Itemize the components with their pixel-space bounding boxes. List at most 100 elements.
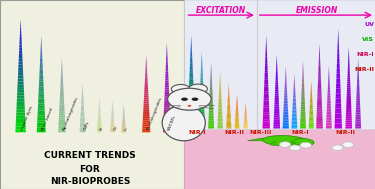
Polygon shape — [292, 107, 296, 108]
Polygon shape — [15, 127, 26, 129]
Polygon shape — [201, 65, 202, 67]
Polygon shape — [300, 120, 306, 122]
Polygon shape — [17, 96, 24, 98]
Polygon shape — [264, 101, 269, 103]
Polygon shape — [217, 123, 223, 124]
Polygon shape — [208, 125, 214, 127]
Polygon shape — [275, 84, 278, 86]
Polygon shape — [263, 108, 269, 110]
Polygon shape — [265, 64, 267, 66]
Polygon shape — [338, 34, 339, 36]
Polygon shape — [266, 54, 267, 57]
Polygon shape — [60, 86, 63, 88]
Polygon shape — [210, 94, 213, 96]
Polygon shape — [228, 90, 229, 91]
Polygon shape — [302, 86, 304, 88]
Polygon shape — [146, 69, 147, 71]
Polygon shape — [146, 65, 147, 67]
Polygon shape — [285, 77, 286, 79]
Text: NIR-I: NIR-I — [291, 130, 309, 135]
Polygon shape — [317, 107, 322, 109]
Polygon shape — [218, 110, 222, 112]
Polygon shape — [143, 111, 149, 113]
Polygon shape — [228, 104, 230, 105]
Polygon shape — [328, 69, 329, 71]
Polygon shape — [200, 86, 203, 88]
Polygon shape — [294, 89, 295, 90]
Polygon shape — [61, 69, 63, 71]
Polygon shape — [201, 61, 202, 63]
Polygon shape — [97, 126, 102, 127]
Polygon shape — [188, 105, 195, 108]
Polygon shape — [326, 127, 332, 129]
Polygon shape — [275, 90, 278, 92]
Polygon shape — [144, 103, 149, 105]
Polygon shape — [40, 65, 43, 67]
Polygon shape — [201, 74, 203, 77]
Polygon shape — [210, 89, 212, 91]
Polygon shape — [235, 119, 239, 120]
Polygon shape — [309, 127, 314, 129]
Polygon shape — [318, 90, 321, 92]
Polygon shape — [276, 59, 277, 60]
Polygon shape — [266, 47, 267, 50]
Polygon shape — [283, 121, 289, 122]
Polygon shape — [163, 125, 171, 128]
Polygon shape — [226, 123, 231, 124]
Polygon shape — [292, 108, 296, 109]
Polygon shape — [236, 110, 238, 111]
Polygon shape — [59, 108, 64, 110]
Polygon shape — [60, 99, 64, 101]
Polygon shape — [200, 96, 204, 98]
Polygon shape — [263, 112, 269, 115]
Polygon shape — [311, 89, 312, 90]
Polygon shape — [244, 117, 247, 118]
Polygon shape — [284, 96, 287, 97]
Polygon shape — [302, 93, 304, 94]
Polygon shape — [190, 59, 192, 61]
Polygon shape — [37, 127, 46, 130]
Polygon shape — [164, 103, 170, 105]
Polygon shape — [236, 109, 238, 110]
Polygon shape — [59, 115, 65, 117]
Polygon shape — [310, 101, 312, 102]
Polygon shape — [316, 116, 322, 118]
Polygon shape — [317, 101, 322, 103]
Polygon shape — [284, 101, 288, 102]
Polygon shape — [337, 64, 340, 66]
Polygon shape — [328, 86, 330, 88]
Polygon shape — [16, 118, 26, 121]
Polygon shape — [111, 116, 114, 117]
Polygon shape — [81, 101, 84, 102]
Polygon shape — [16, 121, 26, 124]
Polygon shape — [211, 69, 212, 71]
Polygon shape — [319, 58, 320, 60]
Polygon shape — [274, 117, 280, 119]
Polygon shape — [336, 84, 340, 86]
Polygon shape — [97, 128, 102, 129]
Polygon shape — [327, 115, 331, 116]
Polygon shape — [210, 91, 213, 92]
Polygon shape — [244, 114, 247, 115]
Polygon shape — [98, 125, 101, 126]
Polygon shape — [38, 111, 45, 113]
Polygon shape — [300, 123, 306, 125]
Polygon shape — [263, 119, 270, 122]
Polygon shape — [189, 80, 194, 82]
Polygon shape — [218, 104, 222, 106]
Polygon shape — [98, 110, 100, 111]
Polygon shape — [217, 127, 223, 129]
Polygon shape — [328, 91, 330, 93]
Polygon shape — [210, 96, 213, 97]
Polygon shape — [98, 122, 101, 123]
Polygon shape — [122, 127, 126, 128]
Polygon shape — [337, 66, 340, 69]
Polygon shape — [347, 80, 350, 82]
Polygon shape — [164, 105, 170, 108]
Ellipse shape — [294, 139, 314, 146]
Polygon shape — [348, 63, 350, 65]
Polygon shape — [123, 108, 124, 109]
Polygon shape — [309, 111, 313, 112]
Polygon shape — [310, 107, 313, 108]
Polygon shape — [292, 119, 297, 120]
